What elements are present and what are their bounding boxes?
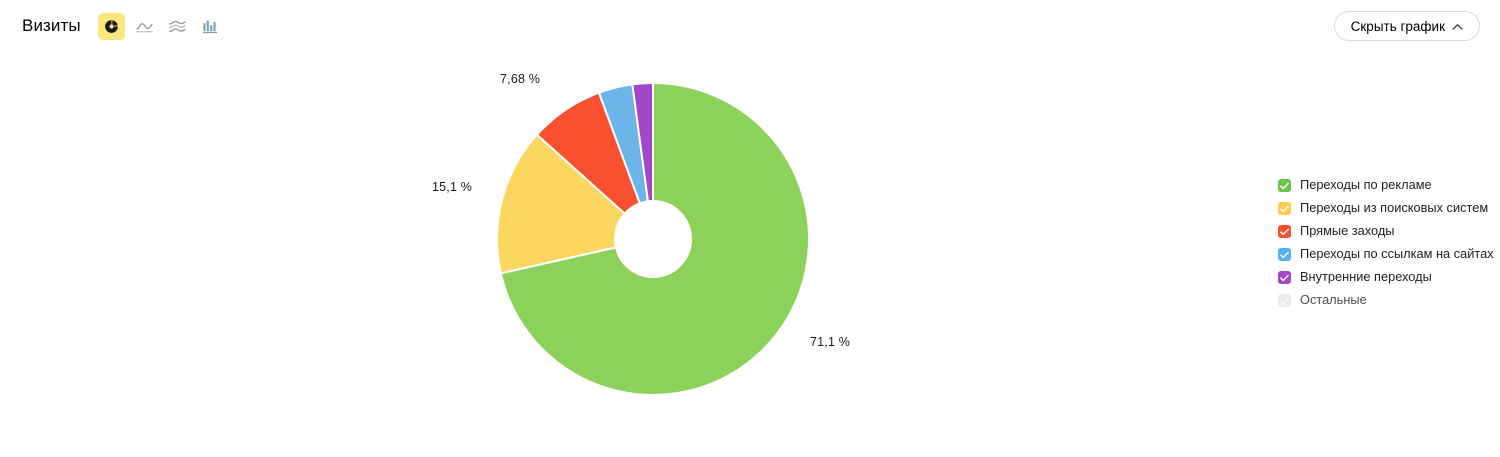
chart-type-area-button[interactable]	[164, 13, 191, 40]
slice-percent-label: 7,68 %	[500, 72, 541, 86]
legend-item-label: Переходы из поисковых систем	[1300, 200, 1489, 216]
hide-chart-label: Скрыть график	[1350, 18, 1445, 34]
legend-checkbox-checked[interactable]	[1278, 202, 1291, 215]
chart-type-bar-button[interactable]	[197, 13, 224, 40]
panel-header: Визиты	[0, 0, 1500, 52]
legend-checkbox-unchecked[interactable]	[1278, 294, 1291, 307]
check-icon	[1280, 269, 1289, 287]
page-title: Визиты	[22, 16, 81, 35]
chevron-up-icon	[1452, 19, 1463, 34]
pie-chart-icon	[104, 19, 119, 34]
check-icon	[1280, 177, 1289, 195]
chart-body: 71,1 % 15,1 % 7,68 % Переходы по рекламе Пе…	[0, 52, 1500, 457]
legend-checkbox-checked[interactable]	[1278, 225, 1291, 238]
slice-percent-label: 15,1 %	[432, 180, 473, 194]
legend-item-label: Прямые заходы	[1300, 223, 1395, 239]
chart-type-switcher[interactable]	[97, 12, 224, 40]
legend-item-label: Внутренние переходы	[1300, 269, 1432, 285]
area-chart-icon	[169, 19, 186, 34]
bar-chart-icon	[202, 19, 218, 34]
header-left-group: Визиты	[0, 12, 224, 40]
legend-item-label: Переходы по рекламе	[1300, 177, 1432, 193]
legend-item-label: Остальные	[1300, 292, 1367, 308]
legend-checkbox-checked[interactable]	[1278, 271, 1291, 284]
check-icon	[1280, 292, 1289, 310]
line-chart-icon	[136, 19, 153, 34]
legend-item[interactable]: Переходы по ссылкам на сайтах	[1278, 243, 1494, 266]
pie-slice[interactable]	[496, 133, 627, 275]
donut-chart[interactable]: 71,1 % 15,1 % 7,68 %	[432, 70, 851, 430]
legend-item[interactable]: Переходы из поисковых систем	[1278, 197, 1493, 220]
check-icon	[1280, 223, 1289, 241]
check-icon	[1280, 246, 1289, 264]
legend-item[interactable]: Остальные	[1278, 289, 1493, 312]
legend-checkbox-checked[interactable]	[1278, 179, 1291, 192]
legend-checkbox-checked[interactable]	[1278, 248, 1291, 261]
legend-item[interactable]: Переходы по рекламе	[1278, 174, 1493, 197]
slice-percent-label: 71,1 %	[810, 335, 851, 349]
chart-type-line-button[interactable]	[131, 13, 158, 40]
legend-item[interactable]: Внутренние переходы	[1278, 266, 1493, 289]
header-right-group: Скрыть график	[1333, 11, 1500, 41]
legend-item[interactable]: Прямые заходы	[1278, 220, 1493, 243]
hide-chart-button[interactable]: Скрыть график	[1333, 11, 1480, 41]
pie-slice[interactable]	[499, 81, 810, 396]
pie-slice[interactable]	[631, 81, 654, 203]
legend-item-label: Переходы по ссылкам на сайтах	[1300, 246, 1494, 262]
check-icon	[1280, 200, 1289, 218]
chart-legend[interactable]: Переходы по рекламе Переходы из поисковых…	[1278, 174, 1494, 312]
chart-type-pie-button[interactable]	[97, 12, 125, 40]
